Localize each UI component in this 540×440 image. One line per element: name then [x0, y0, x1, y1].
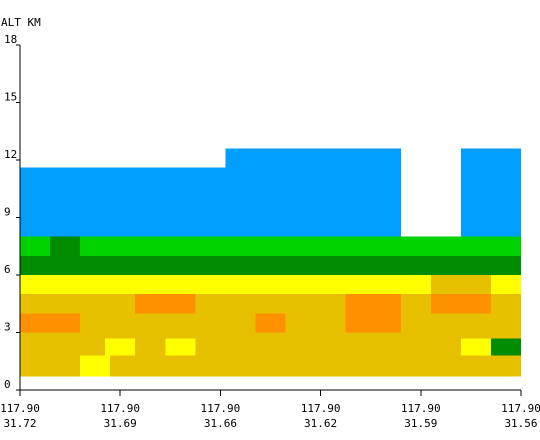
y-tick-label: 3: [4, 321, 11, 334]
x-tick-latitude: 31.69: [104, 417, 137, 430]
cell-dark_green: [50, 236, 81, 256]
y-axis-ticks: 0 3 6 9 12 15 18: [4, 33, 20, 391]
x-tick-latitude: 31.56: [504, 417, 537, 430]
cell-orange: [20, 313, 81, 333]
cell-orange: [345, 313, 401, 333]
y-tick-label: 15: [4, 91, 17, 104]
y-tick-label: 6: [4, 263, 11, 276]
cell-yellow: [80, 355, 111, 377]
cell-orange: [430, 294, 491, 314]
x-tick-longitude: 117.90: [100, 402, 140, 415]
x-tick-longitude: 117.90: [0, 402, 40, 415]
cell-green: [20, 236, 521, 256]
cell-yellow: [460, 338, 491, 356]
x-tick-longitude: 117.90: [301, 402, 341, 415]
x-tick-latitude: 31.62: [304, 417, 337, 430]
cell-gold: [430, 275, 491, 295]
cell-yellow: [165, 338, 196, 356]
cell-orange: [255, 313, 286, 333]
cell-sky_blue: [225, 148, 401, 237]
y-tick-label: 12: [4, 148, 17, 161]
x-tick-latitude: 31.72: [3, 417, 36, 430]
y-tick-label: 9: [4, 206, 11, 219]
x-tick-longitude: 117.90: [201, 402, 241, 415]
x-tick-longitude: 117.90: [501, 402, 540, 415]
cell-yellow: [105, 338, 136, 356]
x-tick-latitude: 31.59: [404, 417, 437, 430]
cell-dark_green: [490, 338, 521, 356]
data-cells: [20, 148, 521, 377]
cell-orange: [135, 294, 196, 314]
cell-orange: [345, 294, 401, 314]
cell-sky_blue: [20, 167, 226, 237]
y-axis-title: ALT KM: [1, 16, 41, 29]
y-tick-label: 18: [4, 33, 17, 46]
x-tick-longitude: 117.90: [401, 402, 441, 415]
x-tick-latitude: 31.66: [204, 417, 237, 430]
y-tick-label: 0: [4, 378, 11, 391]
x-axis-ticks: 117.90 31.72 117.90 31.69 117.90 31.66 117.90 3…: [0, 390, 540, 430]
cell-dark_green: [20, 255, 521, 275]
cell-sky_blue: [460, 148, 521, 237]
cell-yellow: [20, 275, 521, 295]
